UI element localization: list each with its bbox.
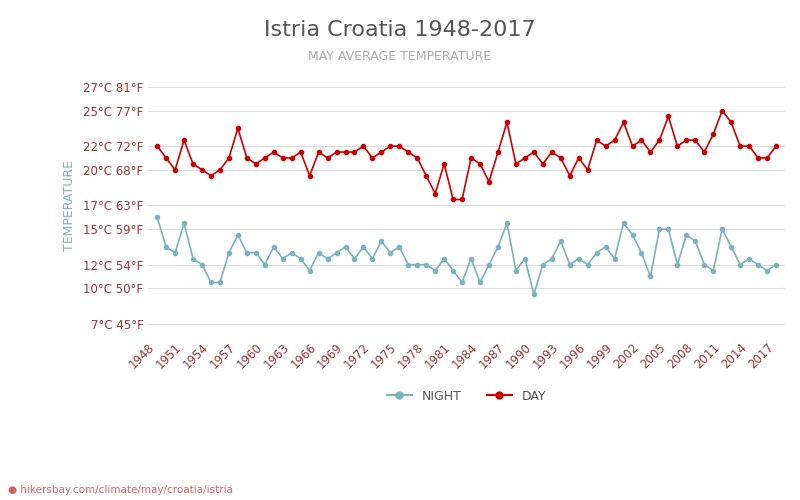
Y-axis label: TEMPERATURE: TEMPERATURE: [63, 160, 76, 251]
Text: MAY AVERAGE TEMPERATURE: MAY AVERAGE TEMPERATURE: [309, 50, 491, 63]
Text: Istria Croatia 1948-2017: Istria Croatia 1948-2017: [264, 20, 536, 40]
Text: ● hikersbay.com/climate/may/croatia/istria: ● hikersbay.com/climate/may/croatia/istr…: [8, 485, 233, 495]
Legend: NIGHT, DAY: NIGHT, DAY: [382, 384, 551, 407]
